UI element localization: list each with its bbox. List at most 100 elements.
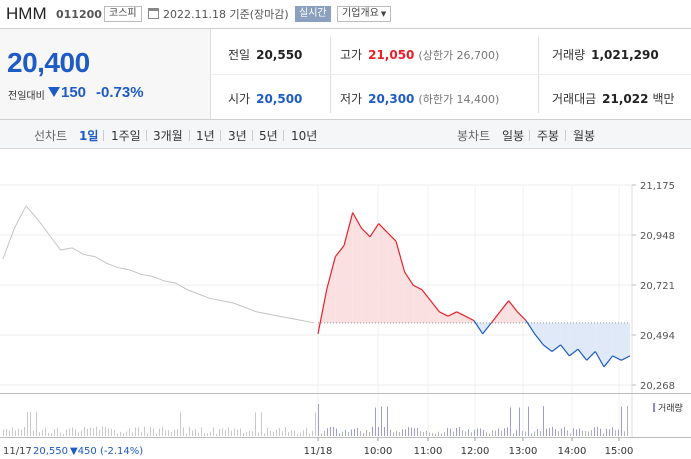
volume-bar [291, 430, 292, 436]
up-area [361, 227, 370, 323]
tab-5y[interactable]: 5년 [259, 129, 278, 143]
divider [252, 130, 253, 141]
stock-header: HMM 011200 코스피 2022.11.18 기준(장마감) 실시간 기업… [0, 0, 691, 28]
volume-bar [333, 427, 334, 436]
upper-limit: (상한가 26,700) [418, 49, 500, 62]
volume-bar [21, 429, 22, 436]
volume-bar [288, 432, 289, 436]
volume-bar [276, 429, 277, 436]
down-triangle-icon [48, 87, 60, 97]
volume-bar [9, 430, 10, 436]
volume-bar [312, 430, 313, 436]
volume-bar [594, 427, 595, 436]
volume-bar [477, 428, 478, 436]
stat-trade-value: 거래대금 21,022 백만 [552, 90, 675, 107]
volume-bar [270, 430, 271, 436]
volume-bar [24, 427, 25, 436]
up-area [387, 232, 396, 323]
volume-bar [78, 432, 79, 436]
volume-bar [555, 429, 556, 436]
down-segment [594, 351, 605, 368]
down-area [543, 322, 552, 352]
up-segment [395, 241, 406, 273]
up-segment [317, 289, 328, 334]
tab-1w[interactable]: 1주일 [111, 129, 141, 143]
volume-bar [327, 428, 328, 436]
y-axis-ticks: 21,175 20,948 20,721 20,494 20,268 [631, 181, 675, 437]
volume-bar [486, 432, 487, 436]
tab-1y[interactable]: 1년 [196, 129, 215, 143]
volume-bar [255, 412, 256, 436]
volume-bar [102, 426, 103, 436]
down-segment [473, 320, 484, 335]
down-segment [542, 344, 553, 352]
company-info-dropdown[interactable]: 기업개요 ▼ [337, 6, 392, 22]
volume-bar [237, 429, 238, 436]
candle-chart-label: 봉차트 [457, 129, 491, 143]
volume-bar [345, 429, 346, 436]
volume-bar [273, 431, 274, 436]
volume-bar [438, 431, 439, 436]
volume-bar [216, 433, 217, 436]
tab-3y[interactable]: 3년 [228, 129, 247, 143]
down-area [595, 322, 604, 367]
down-segment [603, 355, 614, 368]
divider [146, 130, 147, 141]
calendar-icon [148, 8, 159, 19]
volume-bar [417, 427, 418, 436]
volume-bar [531, 433, 532, 436]
change-label: 전일대비 [8, 91, 45, 102]
up-segment [413, 284, 423, 291]
volume-bar [597, 426, 598, 436]
volume-bar [516, 429, 517, 436]
volume-bar [75, 429, 76, 436]
up-segment [430, 300, 440, 313]
volume-bar [66, 429, 67, 436]
up-area [344, 212, 353, 323]
realtime-badge[interactable]: 실시간 [295, 6, 331, 22]
tab-daily-candle[interactable]: 일봉 [502, 129, 525, 143]
prev-day-change-pct: (-2.14%) [100, 446, 143, 457]
tab-10y[interactable]: 10년 [291, 129, 318, 143]
y-tick-label: 20,494 [640, 331, 675, 342]
volume-bar [261, 412, 262, 436]
volume-bar [159, 428, 160, 436]
down-segment [551, 344, 562, 352]
volume-bar [429, 432, 430, 436]
tab-1d[interactable]: 1일 [79, 129, 99, 143]
volume-bar [264, 433, 265, 436]
stat-open: 시가 20,500 [228, 90, 302, 107]
volume-bar [474, 429, 475, 436]
volume-bar [231, 430, 232, 436]
divider [330, 37, 331, 113]
volume-bar [384, 426, 385, 436]
price-chart[interactable]: 21,175 20,948 20,721 20,494 20,268 11/18 10:0… [0, 149, 691, 459]
tab-monthly-candle[interactable]: 월봉 [573, 129, 596, 143]
volume-bar [339, 433, 340, 436]
down-area [604, 322, 613, 367]
volume-bar [399, 431, 400, 436]
up-area [413, 285, 422, 323]
volume-bar [510, 407, 511, 436]
volume-bar [390, 429, 391, 436]
company-info-label: 기업개요 [342, 8, 379, 19]
tab-3m[interactable]: 3개월 [153, 129, 183, 143]
volume-bar [243, 433, 244, 436]
volume-bar [189, 427, 190, 436]
volume-bar [114, 429, 115, 436]
volume-bar [513, 433, 514, 436]
up-segment [404, 271, 414, 286]
reference-date: 2022.11.18 기준(장마감) [163, 8, 289, 21]
change-amount: 150 [61, 84, 87, 101]
prev-day-change: ▼450 [70, 446, 97, 457]
volume-bar [360, 430, 361, 436]
tab-weekly-candle[interactable]: 주봉 [537, 129, 560, 143]
stock-name: HMM [6, 4, 47, 23]
stat-label: 전일 [228, 48, 251, 62]
volume-bar [501, 430, 502, 436]
x-axis-ticks: 11/18 10:00 11:00 12:00 13:00 14:00 15:00 [304, 437, 633, 457]
volume-bar [567, 430, 568, 436]
volume-bar [249, 430, 250, 436]
volume-bar [246, 431, 247, 436]
x-tick-label: 14:00 [558, 446, 587, 457]
